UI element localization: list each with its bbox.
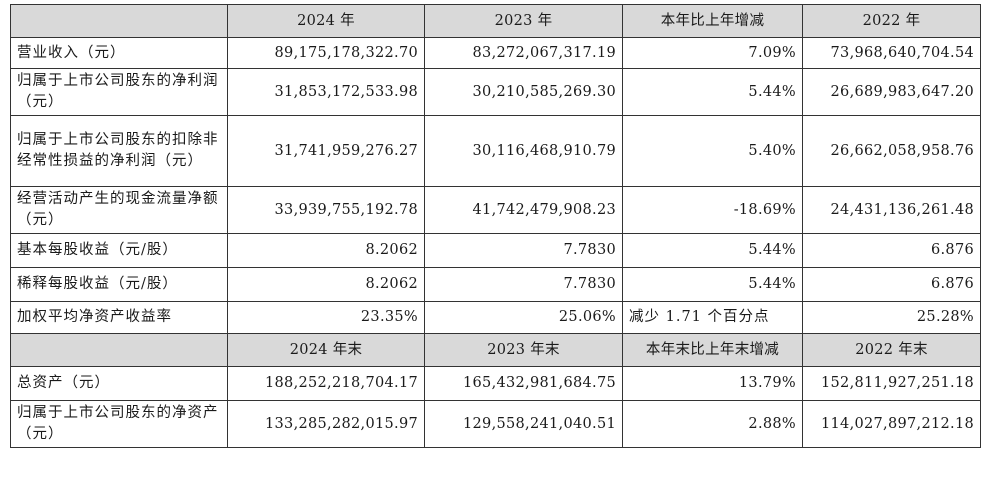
value-2023: 30,210,585,269.30 [424, 68, 623, 116]
value-2024: 31,853,172,533.98 [227, 68, 425, 116]
value-change: 2.88% [622, 400, 803, 448]
value-2022: 114,027,897,212.18 [802, 400, 981, 448]
row-label: 加权平均净资产收益率 [10, 301, 228, 334]
header-yoy-change: 本年比上年增减 [622, 4, 803, 38]
table-row: 加权平均净资产收益率 23.35% 25.06% 减少 1.71 个百分点 25… [10, 301, 981, 334]
financial-summary-table: 2024 年 2023 年 本年比上年增减 2022 年 营业收入（元） 89,… [10, 4, 981, 448]
header-2024: 2024 年 [227, 4, 425, 38]
value-change: 5.44% [622, 267, 803, 302]
value-2024: 188,252,218,704.17 [227, 366, 425, 401]
value-change: 5.40% [622, 115, 803, 187]
value-2023: 41,742,479,908.23 [424, 186, 623, 234]
row-label: 基本每股收益（元/股） [10, 233, 228, 268]
value-2023: 7.7830 [424, 233, 623, 268]
table-row: 归属于上市公司股东的净利润（元） 31,853,172,533.98 30,21… [10, 68, 981, 116]
table-header-row: 2024 年 2023 年 本年比上年增减 2022 年 [10, 4, 981, 38]
value-2023: 30,116,468,910.79 [424, 115, 623, 187]
row-label: 归属于上市公司股东的净资产（元） [10, 400, 228, 448]
value-2022: 24,431,136,261.48 [802, 186, 981, 234]
row-label: 总资产（元） [10, 366, 228, 401]
subheader-yoy-change: 本年末比上年末增减 [622, 333, 803, 367]
value-2022: 26,689,983,647.20 [802, 68, 981, 116]
subheader-2023-end: 2023 年末 [424, 333, 623, 367]
value-2024: 133,285,282,015.97 [227, 400, 425, 448]
value-2024: 8.2062 [227, 233, 425, 268]
header-blank-cell [10, 4, 228, 38]
value-2023: 7.7830 [424, 267, 623, 302]
row-label: 归属于上市公司股东的扣除非经常性损益的净利润（元） [10, 115, 228, 187]
value-2024: 33,939,755,192.78 [227, 186, 425, 234]
value-change: 减少 1.71 个百分点 [622, 301, 803, 334]
value-2022: 152,811,927,251.18 [802, 366, 981, 401]
value-change: 7.09% [622, 37, 803, 69]
header-2023: 2023 年 [424, 4, 623, 38]
value-2023: 83,272,067,317.19 [424, 37, 623, 69]
value-2022: 6.876 [802, 233, 981, 268]
table-row: 基本每股收益（元/股） 8.2062 7.7830 5.44% 6.876 [10, 233, 981, 268]
value-change: 5.44% [622, 68, 803, 116]
value-2022: 26,662,058,958.76 [802, 115, 981, 187]
row-label: 稀释每股收益（元/股） [10, 267, 228, 302]
table-row: 稀释每股收益（元/股） 8.2062 7.7830 5.44% 6.876 [10, 267, 981, 302]
value-change: 13.79% [622, 366, 803, 401]
value-2024: 8.2062 [227, 267, 425, 302]
row-label: 归属于上市公司股东的净利润（元） [10, 68, 228, 116]
value-2023: 129,558,241,040.51 [424, 400, 623, 448]
value-2024: 23.35% [227, 301, 425, 334]
table-subheader-row: 2024 年末 2023 年末 本年末比上年末增减 2022 年末 [10, 333, 981, 367]
row-label: 经营活动产生的现金流量净额（元） [10, 186, 228, 234]
table-row: 营业收入（元） 89,175,178,322.70 83,272,067,317… [10, 37, 981, 69]
value-2022: 6.876 [802, 267, 981, 302]
value-change: 5.44% [622, 233, 803, 268]
subheader-2024-end: 2024 年末 [227, 333, 425, 367]
table-row: 归属于上市公司股东的扣除非经常性损益的净利润（元） 31,741,959,276… [10, 115, 981, 187]
table-row: 归属于上市公司股东的净资产（元） 133,285,282,015.97 129,… [10, 400, 981, 448]
row-label: 营业收入（元） [10, 37, 228, 69]
value-2024: 89,175,178,322.70 [227, 37, 425, 69]
value-2023: 165,432,981,684.75 [424, 366, 623, 401]
table-row: 经营活动产生的现金流量净额（元） 33,939,755,192.78 41,74… [10, 186, 981, 234]
value-2022: 73,968,640,704.54 [802, 37, 981, 69]
table-row: 总资产（元） 188,252,218,704.17 165,432,981,68… [10, 366, 981, 401]
value-change: -18.69% [622, 186, 803, 234]
value-2023: 25.06% [424, 301, 623, 334]
header-2022: 2022 年 [802, 4, 981, 38]
value-2024: 31,741,959,276.27 [227, 115, 425, 187]
subheader-2022-end: 2022 年末 [802, 333, 981, 367]
subheader-blank-cell [10, 333, 228, 367]
value-2022: 25.28% [802, 301, 981, 334]
